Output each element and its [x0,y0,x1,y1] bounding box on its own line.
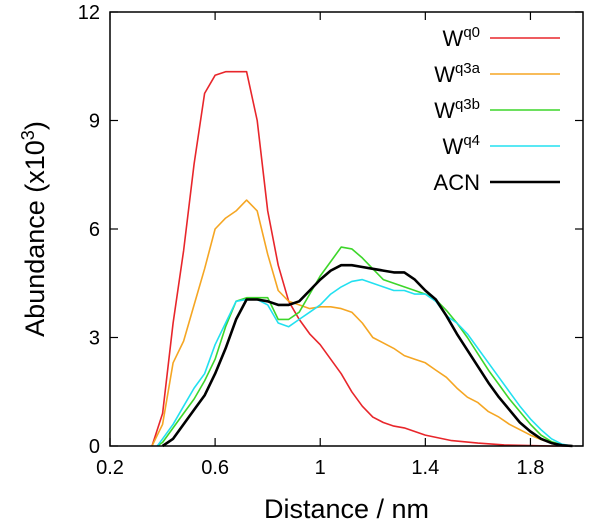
y-tick-label: 3 [89,328,100,350]
x-axis-label: Distance / nm [264,494,429,524]
legend-label: Wq0 [443,24,480,51]
legend-label: ACN [434,170,480,195]
legend-label-base: W [443,134,464,159]
series-line-wq4 [156,278,573,447]
legend-label-base: W [434,62,455,87]
x-tick-label: 1.4 [411,457,439,479]
x-tick-label: 1 [315,457,326,479]
y-axis-label-superscript: 3 [18,130,38,140]
series-line-acn [161,263,573,448]
legend-label-base: W [443,26,464,51]
y-axis-label-main: Abundance (x10 [20,140,50,337]
legend-item-wq3b: Wq3b [434,96,560,123]
legend-label: Wq4 [443,132,480,159]
legend-label: Wq3b [434,96,480,123]
legend-label-superscript: q3a [455,60,481,77]
series-line-wq0 [151,70,573,447]
y-tick-label: 6 [89,219,100,241]
legend-label-base: ACN [434,170,480,195]
legend-label-superscript: q0 [463,24,480,41]
y-axis-label-close: ) [20,121,50,130]
series-line-wq3b [156,246,573,447]
legend-label-superscript: q4 [463,132,480,149]
y-axis-label: Abundance (x103) [18,121,50,337]
legend-label-base: W [434,98,455,123]
plot-frame [109,11,584,447]
legend-label: Wq3a [434,60,480,87]
legend-item-wq0: Wq0 [443,24,560,51]
series-line-wq3a [151,199,573,447]
y-tick-label: 0 [89,436,100,458]
x-tick-label: 1.8 [517,457,545,479]
legend-item-acn: ACN [434,170,560,195]
series-layer [151,70,573,448]
legend-label-superscript: q3b [455,96,480,113]
y-tick-label: 9 [89,111,100,133]
legend-item-wq4: Wq4 [443,132,560,159]
x-tick-label: 0.2 [96,457,124,479]
ticks-layer: 0.2 0.6 1 1.4 1.8 0 3 6 9 12 [78,2,583,479]
legend-item-wq3a: Wq3a [434,60,560,87]
x-tick-label: 0.6 [201,457,229,479]
y-tick-label: 12 [78,2,100,24]
